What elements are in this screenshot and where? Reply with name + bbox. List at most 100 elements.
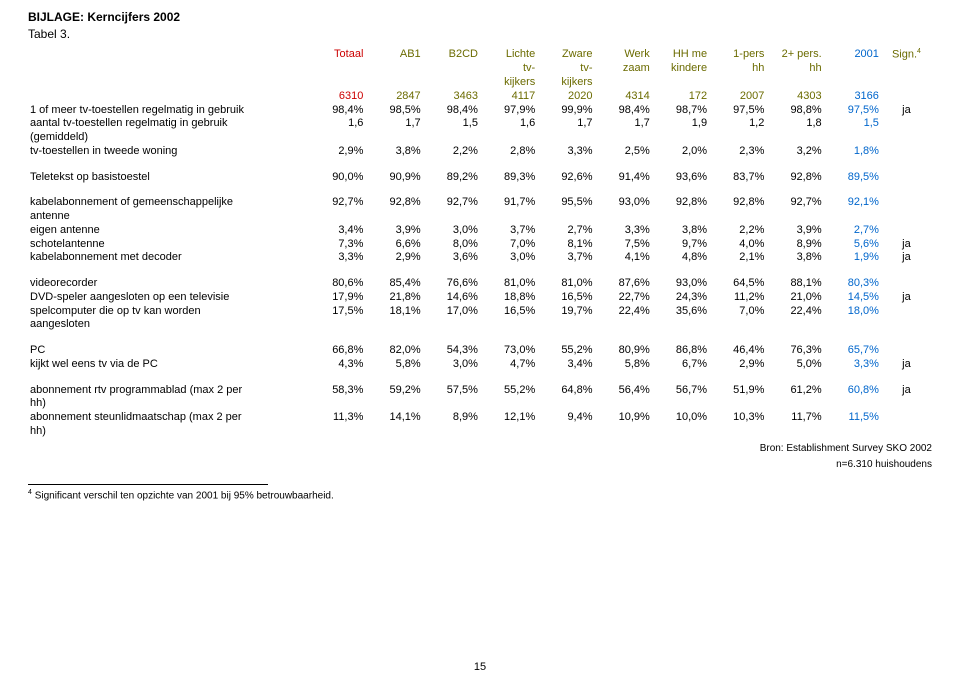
value-cell: 56,4% [595,384,652,398]
value-cell: 17,5% [308,305,365,319]
value-cell [537,131,594,145]
value-cell: 3,3% [537,145,594,159]
value-cell: 3,9% [766,224,823,238]
value-cell: 83,7% [709,171,766,185]
value-cell: 3,0% [423,224,480,238]
value-cell: 21,8% [365,291,422,305]
value-cell: 10,0% [652,411,709,425]
value-cell: 3,8% [365,145,422,159]
table-row: aangesloten [28,318,932,332]
header-cell [881,76,932,90]
value-cell: 3,9% [365,224,422,238]
value-cell: 2,7% [824,224,881,238]
value-cell [824,318,881,332]
header-cell: HH me [652,48,709,62]
value-cell: 51,9% [709,384,766,398]
value-cell: 8,9% [423,411,480,425]
page-title: BIJLAGE: Kerncijfers 2002 [28,10,932,25]
value-cell: 1,6 [480,117,537,131]
footnote: 4 Significant verschil ten opzichte van … [28,489,932,503]
source-line-1: Bron: Establishment Survey SKO 2002 [28,443,932,456]
value-cell: 2,3% [709,145,766,159]
value-cell: 81,0% [480,277,537,291]
header-cell [423,62,480,76]
row-label: aantal tv-toestellen regelmatig in gebru… [28,117,308,131]
value-cell: 7,0% [709,305,766,319]
value-cell: 98,4% [308,104,365,118]
table-row: spelcomputer die op tv kan worden17,5% 18… [28,305,932,319]
value-cell: 16,5% [537,291,594,305]
sign-cell [881,305,932,319]
value-cell [365,425,422,439]
value-cell: 35,6% [652,305,709,319]
value-cell: 6,6% [365,238,422,252]
value-cell: 1,6 [308,117,365,131]
row-label: Teletekst op basistoestel [28,171,308,185]
header-cell: 4314 [595,90,652,104]
value-cell: 64,5% [709,277,766,291]
table-row: kabelabonnement of gemeenschappelijke 92,… [28,196,932,210]
value-cell: 3,3% [595,224,652,238]
row-label: aangesloten [28,318,308,332]
row-label: abonnement steunlidmaatschap (max 2 per [28,411,308,425]
value-cell: 17,0% [423,305,480,319]
value-cell: 5,0% [766,358,823,372]
row-label: eigen antenne [28,224,308,238]
table-row: PC66,8%82,0%54,3%73,0%55,2%80,9%86,8%46,… [28,344,932,358]
sign-cell [881,344,932,358]
value-cell [595,318,652,332]
row-label: kabelabonnement of gemeenschappelijke [28,196,308,210]
header-row: 631028473463411720204314172200743033166 [28,90,932,104]
sign-cell: ja [881,251,932,265]
value-cell: 65,7% [824,344,881,358]
row-label: schotelantenne [28,238,308,252]
spacer-row [28,265,932,277]
value-cell [766,425,823,439]
value-cell: 92,8% [766,171,823,185]
row-label: (gemiddeld) [28,131,308,145]
sign-cell [881,277,932,291]
value-cell: 91,7% [480,196,537,210]
value-cell [365,397,422,411]
sign-cell: ja [881,238,932,252]
row-label: spelcomputer die op tv kan worden [28,305,308,319]
value-cell: 80,6% [308,277,365,291]
header-cell: 172 [652,90,709,104]
value-cell: 11,2% [709,291,766,305]
value-cell: 82,0% [365,344,422,358]
value-cell [308,397,365,411]
sign-cell [881,145,932,159]
value-cell: 92,7% [423,196,480,210]
value-cell: 19,7% [537,305,594,319]
value-cell: 66,8% [308,344,365,358]
value-cell [480,425,537,439]
table-row: antenne [28,210,932,224]
row-label: 1 of meer tv-toestellen regelmatig in ge… [28,104,308,118]
data-table: TotaalAB1B2CDLichteZwareWerkHH me1-pers2… [28,48,932,439]
value-cell: 58,3% [308,384,365,398]
sign-cell [881,171,932,185]
value-cell: 2,2% [423,145,480,159]
value-cell: 92,1% [824,196,881,210]
header-cell [881,62,932,76]
value-cell: 2,9% [308,145,365,159]
value-cell: 10,3% [709,411,766,425]
header-cell [824,62,881,76]
value-cell [308,131,365,145]
value-cell: 4,7% [480,358,537,372]
value-cell: 89,5% [824,171,881,185]
value-cell: 2,2% [709,224,766,238]
value-cell: 60,8% [824,384,881,398]
value-cell: 18,0% [824,305,881,319]
header-cell: Zware [537,48,594,62]
value-cell: 1,9% [824,251,881,265]
value-cell: 16,5% [480,305,537,319]
spacer-row [28,159,932,171]
page-number: 15 [0,661,960,675]
value-cell: 4,3% [308,358,365,372]
header-cell: kijkers [480,76,537,90]
value-cell [709,131,766,145]
value-cell: 12,1% [480,411,537,425]
header-cell: 4117 [480,90,537,104]
value-cell: 89,3% [480,171,537,185]
